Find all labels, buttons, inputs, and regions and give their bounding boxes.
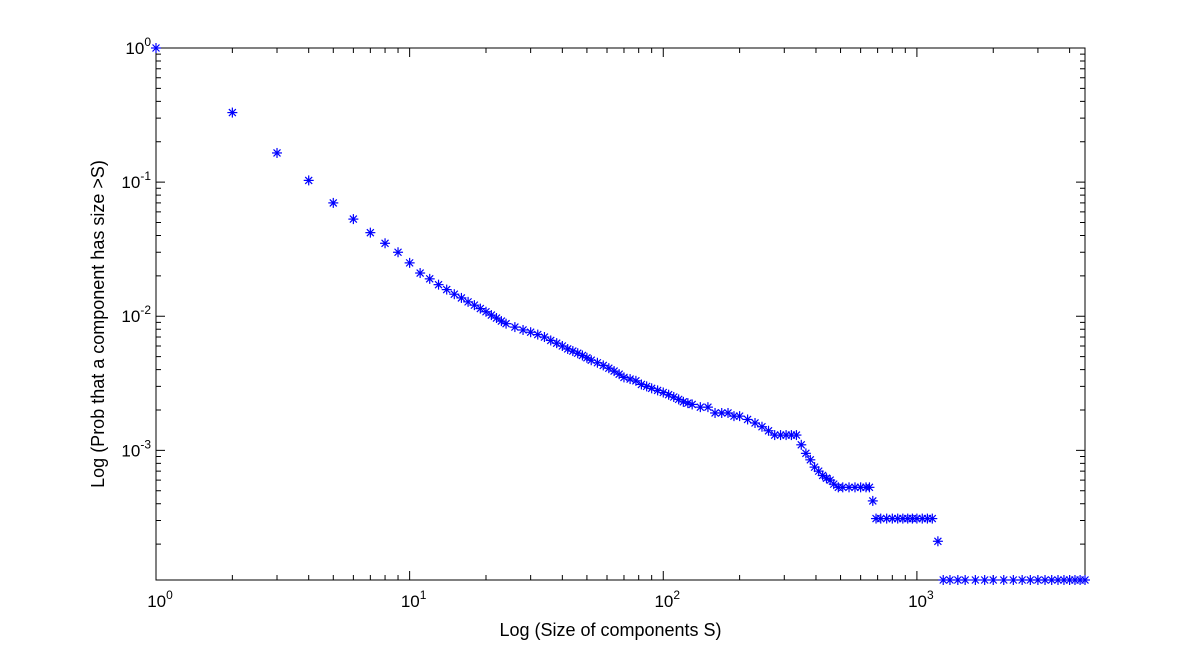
data-point [881,513,892,524]
data-point [763,425,774,436]
data-point [1032,575,1043,585]
y-tick-label: 100 [125,35,151,58]
data-point [518,324,529,335]
data-point [348,214,359,225]
y-tick-label: 10-2 [121,303,151,326]
data-point [630,375,641,386]
data-point [837,482,848,493]
data-point [424,273,435,284]
data-point [756,421,767,432]
data-point [441,284,452,295]
y-axis-title: Log (Prob that a component has size >S) [88,160,108,488]
data-point [988,575,999,585]
y-tick-label: 10-1 [121,169,151,192]
data-point [750,417,761,428]
data-point [618,372,629,383]
major-ticks [155,47,1085,580]
data-point [932,536,943,547]
data-point [151,43,161,53]
data-point [791,430,802,441]
data-point [927,513,938,524]
x-tick-label: 103 [908,588,934,611]
data-point [800,448,811,459]
data-point [1052,575,1063,585]
x-tick-label: 102 [654,588,680,611]
data-point [867,495,878,506]
data-point [469,300,480,311]
data-point [944,575,955,585]
x-axis-title: Log (Size of components S) [499,620,721,640]
data-point [979,575,990,585]
data-point [864,482,875,493]
data-point [609,366,620,377]
data-point [742,414,753,425]
data-point [227,107,238,118]
data-point [380,238,391,249]
data-point [433,279,444,290]
data-point [728,411,739,422]
data-point [658,387,669,398]
data-point [769,430,780,441]
data-point [557,340,568,351]
data-point [328,197,339,208]
data-point [365,227,376,238]
data-point [702,402,713,413]
data-point [970,575,981,585]
data-point [678,396,689,407]
x-tick-label: 100 [147,588,173,611]
data-point [480,306,491,317]
data-point [952,575,963,585]
data-point [449,289,460,300]
y-tick-label: 10-3 [121,437,151,460]
data-point [1008,575,1019,585]
data-point [525,327,536,338]
data-point [303,175,314,186]
data-point [849,482,860,493]
data-point [805,454,816,465]
x-tick-label: 101 [401,588,427,611]
data-point [393,247,404,258]
data-point [501,318,512,329]
data-point [998,575,1009,585]
data-point [796,439,807,450]
data-point [404,257,415,268]
data-point [272,147,283,158]
data-point [687,399,698,410]
data-point [415,268,426,279]
data-point [509,322,520,333]
data-markers [151,43,1090,585]
data-point [960,575,971,585]
plot-frame [155,47,1086,581]
data-point [710,407,721,418]
data-point [734,411,745,422]
data-point [456,292,467,303]
minor-ticks [156,48,1085,580]
tick-labels: 100 101 102 103 100 10-1 10-2 10-3 [121,35,934,611]
data-point [1080,575,1090,585]
